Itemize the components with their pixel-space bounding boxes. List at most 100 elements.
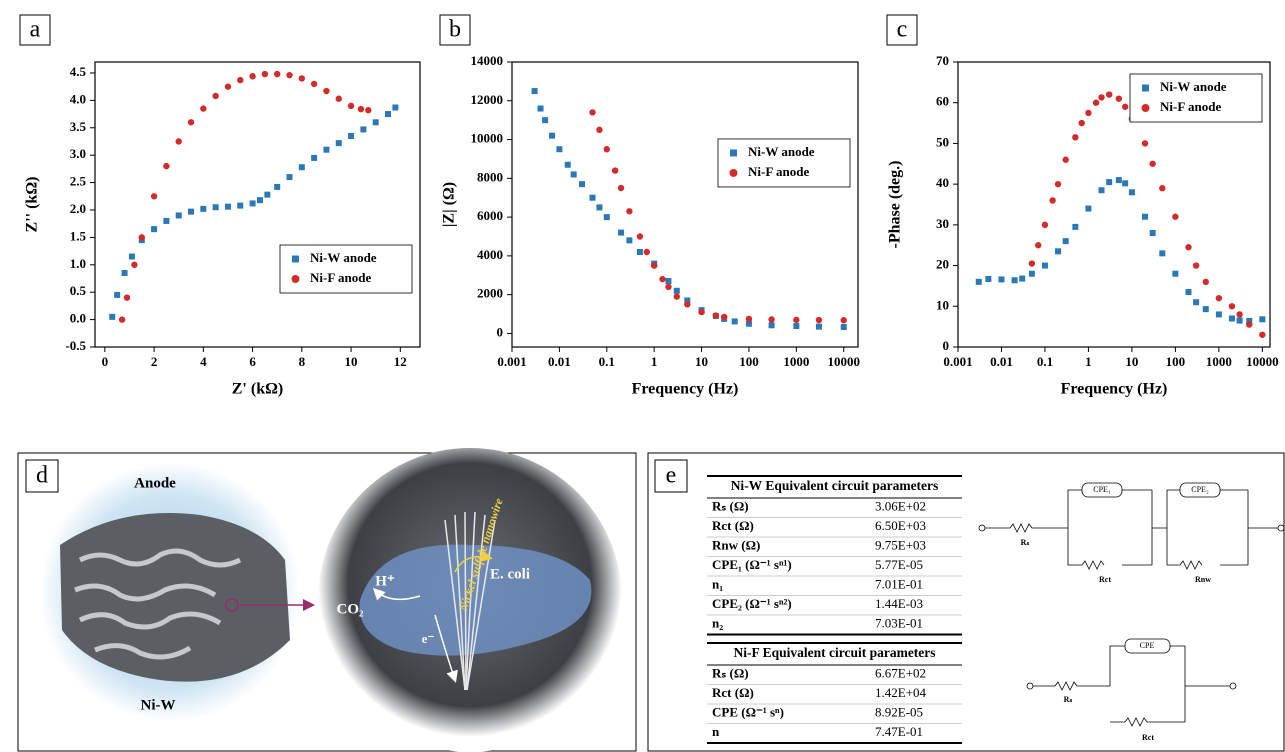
data-point (1259, 316, 1266, 323)
data-point (1185, 289, 1192, 296)
x-tick-label: 0 (102, 354, 109, 369)
legend-label: Ni-F anode (748, 164, 809, 179)
data-point (249, 73, 256, 80)
data-point (212, 204, 219, 211)
zoom-marker (225, 598, 239, 612)
table-cell: n (712, 724, 720, 739)
data-point (1072, 134, 1079, 141)
data-point (998, 276, 1005, 283)
y-tick-label: 1.0 (70, 256, 86, 271)
table-cell: n₁ (712, 577, 723, 592)
data-point (731, 318, 738, 325)
data-point (1072, 223, 1079, 230)
y-tick-label: 10000 (471, 131, 504, 146)
y-tick-label: 8000 (477, 169, 503, 184)
data-point (650, 262, 658, 269)
y-tick-label: 60 (936, 94, 949, 109)
y-tick-label: 3.0 (70, 146, 86, 161)
panel-label: a (30, 17, 41, 43)
data-point (745, 315, 753, 323)
data-point (256, 197, 263, 204)
table-cell: Rnw (Ω) (712, 538, 760, 553)
table-title: Ni-W Equivalent circuit parameters (731, 478, 939, 493)
x-tick-label: 8 (299, 354, 306, 369)
table-cell: 7.01E-01 (875, 577, 923, 592)
data-point (175, 212, 182, 219)
data-point (128, 253, 135, 260)
legend-label: Ni-W anode (310, 250, 377, 265)
data-point (1192, 262, 1200, 269)
circuit-1: CPE₁ CPE₂ Rₛ Rct Rnw (978, 482, 1285, 584)
x-tick-label: 0.1 (599, 354, 615, 369)
data-point (1246, 321, 1253, 328)
panel-label-box (439, 14, 471, 46)
data-point (109, 313, 116, 320)
data-point (237, 76, 244, 84)
table-cell: 7.03E-01 (875, 616, 923, 631)
data-point (323, 146, 330, 153)
circuit-label: CPE₂ (1191, 485, 1209, 494)
y-tick-label: 14000 (471, 53, 504, 68)
data-point (200, 205, 207, 212)
data-point (1121, 103, 1129, 110)
table-cell: Rct (Ω) (712, 518, 754, 533)
data-point (1019, 275, 1026, 282)
data-point (1055, 248, 1062, 255)
data-point (1141, 140, 1149, 147)
table-cell: 5.77E-05 (875, 557, 923, 572)
x-tick-label: 0.01 (548, 354, 571, 369)
y-tick-label: 2.0 (70, 201, 86, 216)
legend-marker (730, 149, 737, 157)
data-point (1078, 119, 1085, 127)
data-point (131, 261, 138, 268)
data-point (768, 322, 775, 329)
data-point (537, 105, 544, 112)
proton-label: H⁺ (375, 573, 395, 589)
data-point (589, 194, 596, 201)
data-point (298, 75, 306, 82)
data-point (793, 316, 800, 324)
data-point (815, 316, 823, 324)
data-point (570, 171, 577, 178)
data-point (618, 229, 625, 236)
data-point (163, 162, 170, 170)
legend-label: Ni-W anode (1160, 79, 1227, 94)
data-point (1149, 230, 1156, 236)
y-tick-label: 0 (497, 324, 504, 339)
panel-label: c (897, 17, 908, 43)
data-point (596, 126, 603, 134)
x-tick-label: 6 (249, 354, 256, 369)
data-point (163, 217, 170, 224)
data-point (348, 132, 355, 139)
data-point (556, 146, 563, 153)
data-point (360, 126, 367, 133)
x-tick-label: 0.01 (990, 354, 1013, 369)
panel-label-box (25, 459, 59, 493)
circuit-label: Rct (1099, 575, 1111, 584)
data-point (1228, 315, 1235, 322)
data-point (249, 200, 256, 207)
data-point (549, 132, 556, 139)
data-point (1128, 189, 1135, 196)
data-point (1246, 317, 1253, 324)
data-point (118, 316, 126, 323)
plot-frame (94, 61, 421, 348)
x-axis-label: Frequency (Hz) (1061, 381, 1168, 398)
data-point (1228, 303, 1236, 310)
table-cell: 1.42E+04 (875, 685, 927, 700)
data-point (985, 276, 992, 283)
data-point (840, 317, 847, 324)
x-tick-label: 100 (739, 354, 759, 369)
data-point (1041, 221, 1049, 229)
x-axis-label: Frequency (Hz) (632, 381, 739, 398)
data-point (1092, 99, 1100, 106)
y-tick-label: 6000 (477, 208, 503, 223)
x-tick-label: 10000 (1246, 354, 1279, 369)
y-axis-label: -Phase (deg.) (887, 161, 904, 249)
x-tick-label: 100 (1166, 354, 1186, 369)
y-tick-label: 50 (936, 134, 949, 149)
data-point (1085, 109, 1092, 117)
data-point (335, 95, 342, 102)
y-tick-label: 0.0 (70, 311, 86, 326)
data-point (335, 140, 342, 147)
